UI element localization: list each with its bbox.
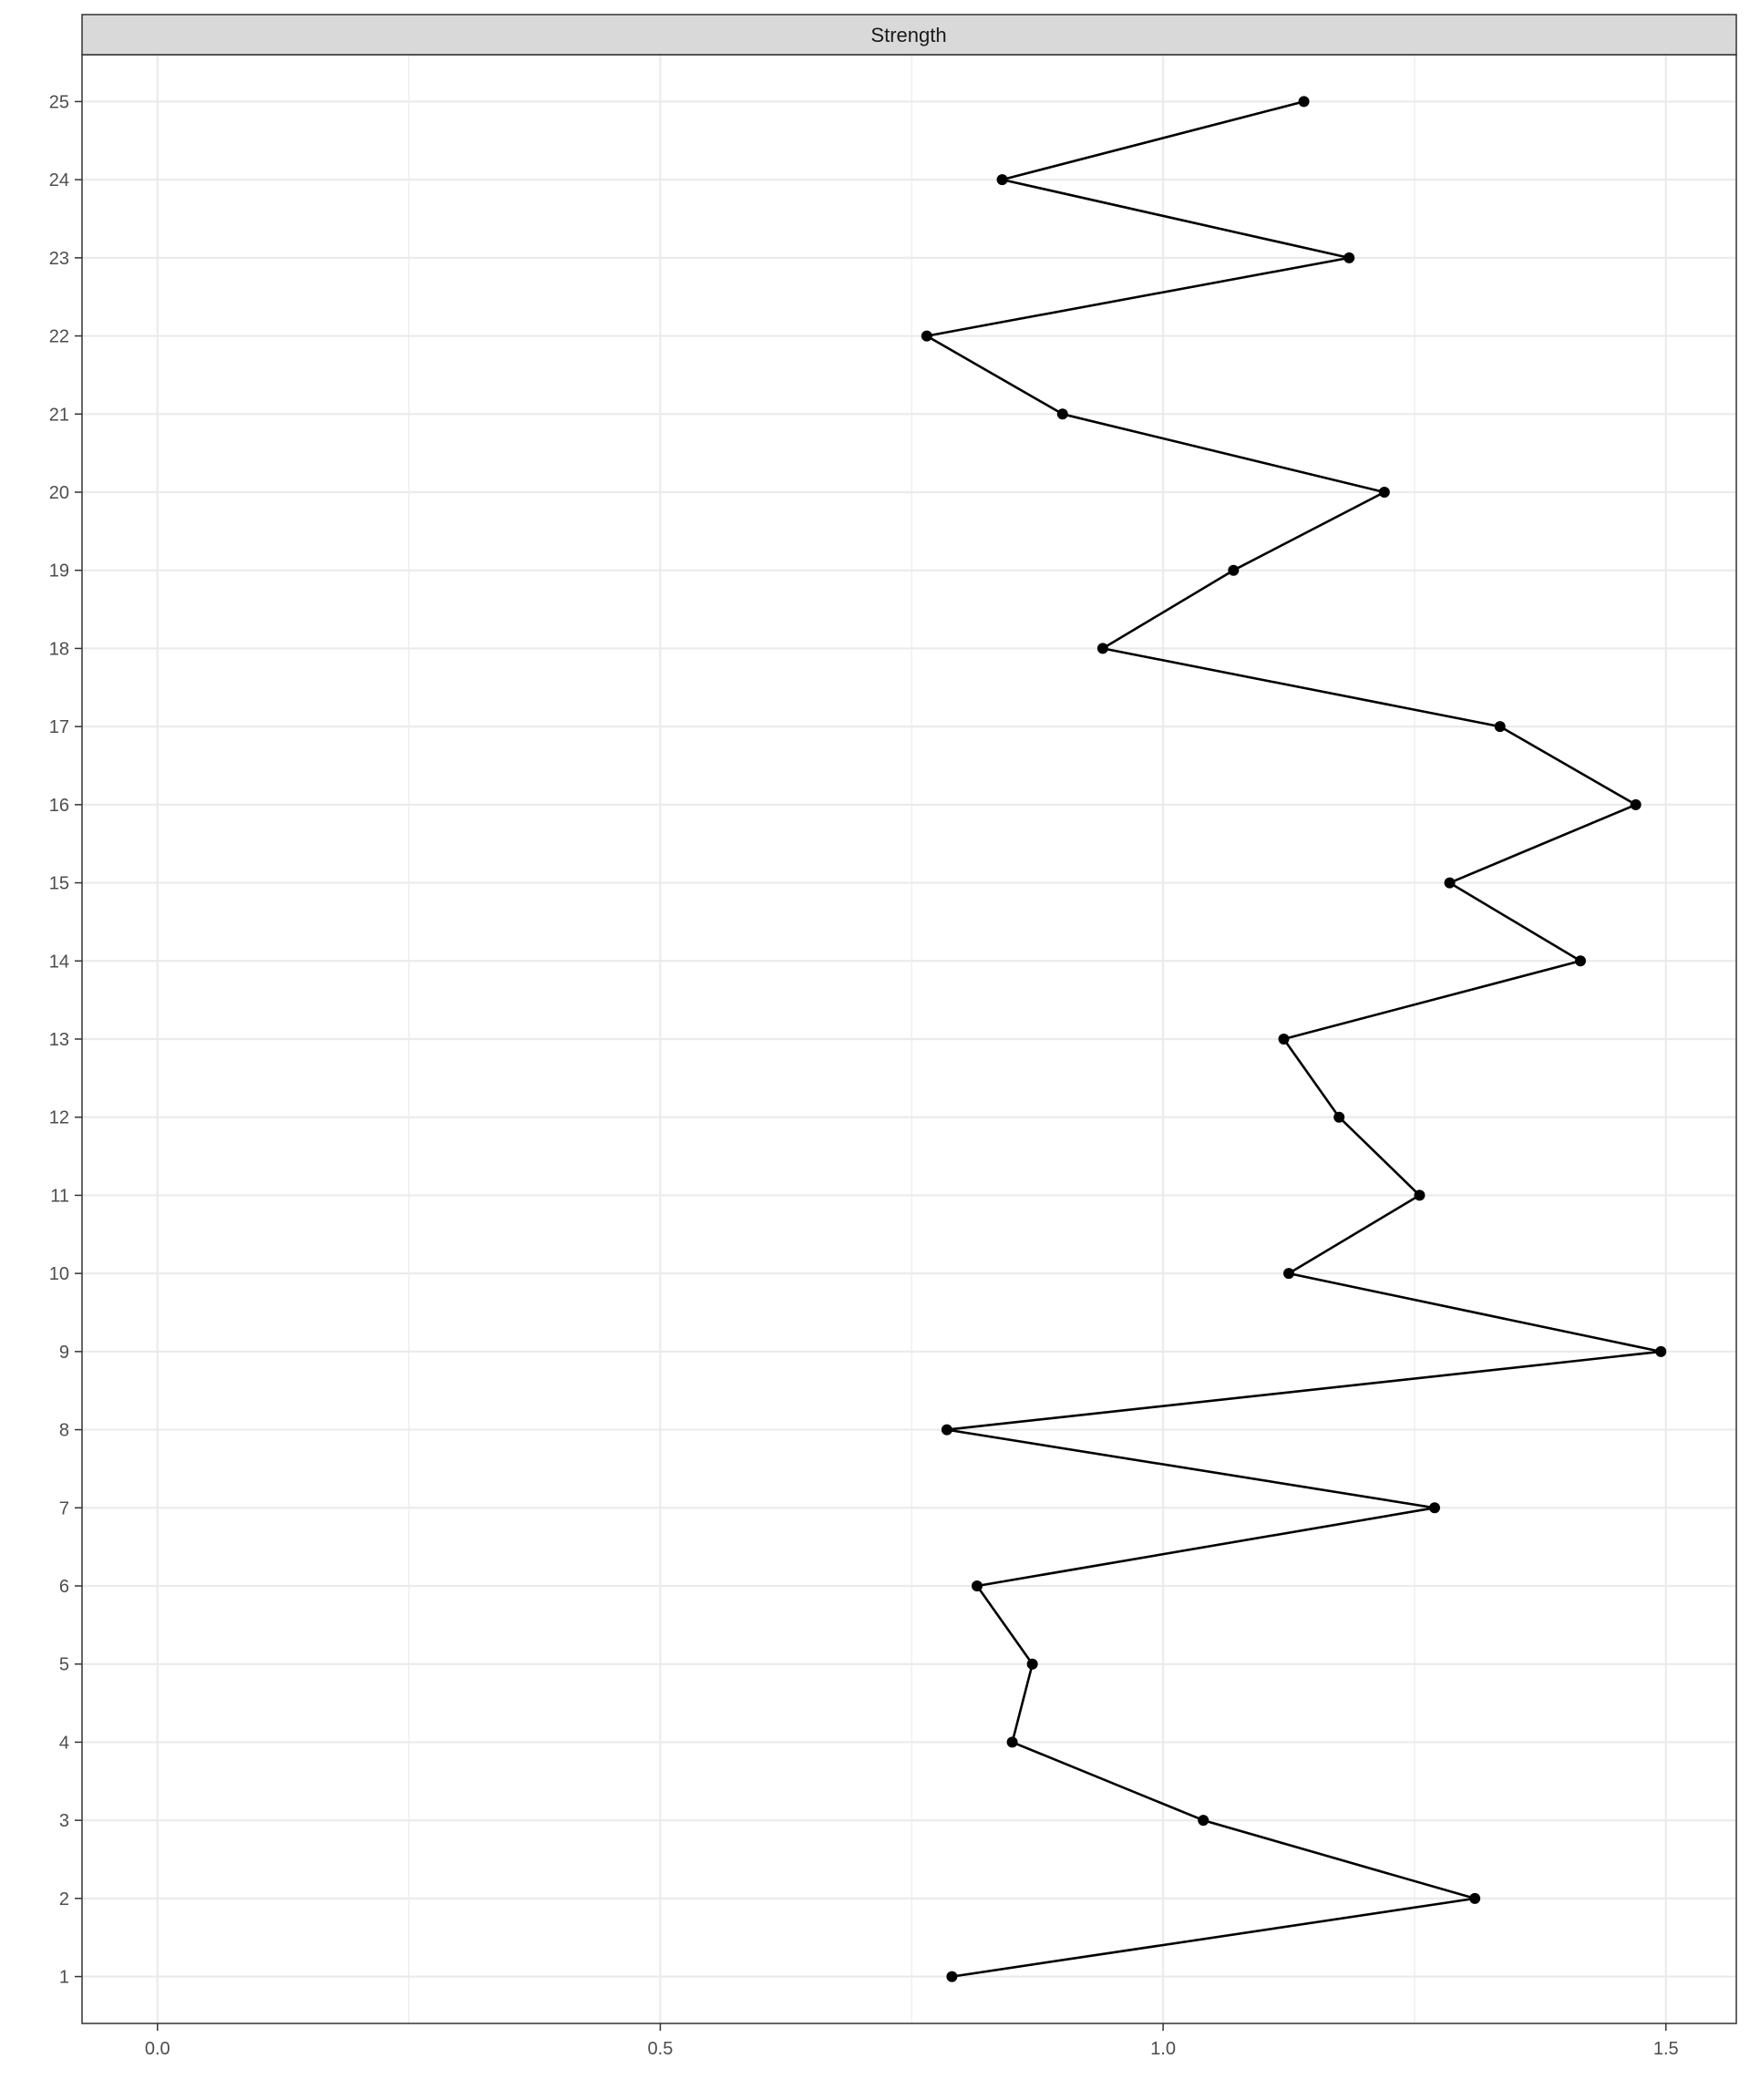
- data-point: [1278, 1034, 1290, 1045]
- y-tick-label: 11: [50, 1186, 69, 1206]
- data-point: [1630, 798, 1642, 810]
- y-tick-label: 14: [49, 952, 69, 972]
- y-tick-label: 6: [59, 1577, 69, 1597]
- x-tick-label: 1.5: [1653, 2039, 1679, 2059]
- x-tick-label: 0.5: [648, 2039, 674, 2059]
- y-tick-label: 9: [59, 1343, 69, 1363]
- y-tick-label: 23: [49, 249, 69, 269]
- data-point: [1056, 408, 1068, 420]
- data-point: [1026, 1658, 1038, 1670]
- y-tick-label: 8: [59, 1421, 69, 1441]
- y-tick-label: 19: [49, 561, 69, 582]
- y-tick-label: 5: [59, 1655, 69, 1675]
- data-point: [1655, 1345, 1667, 1357]
- y-tick-label: 10: [49, 1264, 69, 1284]
- data-point: [941, 1424, 952, 1436]
- panel-strip: Strength: [81, 14, 1737, 56]
- grid-major: [82, 55, 1736, 2023]
- y-tick-label: 2: [59, 1889, 69, 1910]
- y-tick-label: 4: [59, 1733, 69, 1753]
- data-point: [1228, 564, 1240, 576]
- data-point: [1444, 877, 1456, 889]
- data-point: [1006, 1736, 1018, 1748]
- y-tick-label: 1: [59, 1968, 69, 1988]
- y-tick-label: 18: [49, 639, 69, 659]
- y-tick-label: 7: [59, 1498, 69, 1518]
- y-tick-label: 13: [49, 1030, 69, 1050]
- data-point: [1414, 1189, 1426, 1201]
- y-tick-label: 15: [49, 874, 69, 894]
- y-axis: 1234567891011121314151617181920212223242…: [49, 92, 82, 1988]
- y-tick-label: 22: [49, 327, 69, 347]
- data-point: [1574, 955, 1586, 967]
- data-point: [1283, 1268, 1295, 1280]
- strip-background: [81, 14, 1737, 56]
- y-tick-label: 12: [49, 1108, 69, 1128]
- y-tick-label: 21: [49, 405, 69, 425]
- data-point: [996, 174, 1008, 186]
- x-axis: 0.0 0.5 1.0 1.5: [145, 2023, 1679, 2059]
- data-point: [946, 1971, 958, 1982]
- data-point: [1298, 96, 1310, 108]
- data-point: [971, 1580, 983, 1591]
- y-tick-label: 16: [49, 796, 69, 816]
- data-point: [1333, 1111, 1345, 1123]
- data-point: [921, 330, 932, 342]
- data-point: [1469, 1892, 1481, 1904]
- data-point: [1096, 643, 1108, 654]
- data-point: [1343, 252, 1355, 263]
- data-point: [1198, 1815, 1210, 1827]
- y-tick-label: 24: [49, 170, 69, 190]
- data-point: [1378, 487, 1390, 498]
- y-tick-label: 3: [59, 1811, 69, 1831]
- x-tick-label: 0.0: [145, 2039, 170, 2059]
- data-point: [1428, 1502, 1440, 1514]
- y-tick-label: 20: [49, 483, 69, 503]
- data-point: [1494, 721, 1506, 733]
- x-tick-label: 1.0: [1150, 2039, 1176, 2059]
- series-layer: [921, 96, 1667, 1982]
- y-tick-label: 25: [49, 92, 69, 112]
- strip-label: Strength: [870, 24, 946, 46]
- y-tick-label: 17: [49, 717, 69, 737]
